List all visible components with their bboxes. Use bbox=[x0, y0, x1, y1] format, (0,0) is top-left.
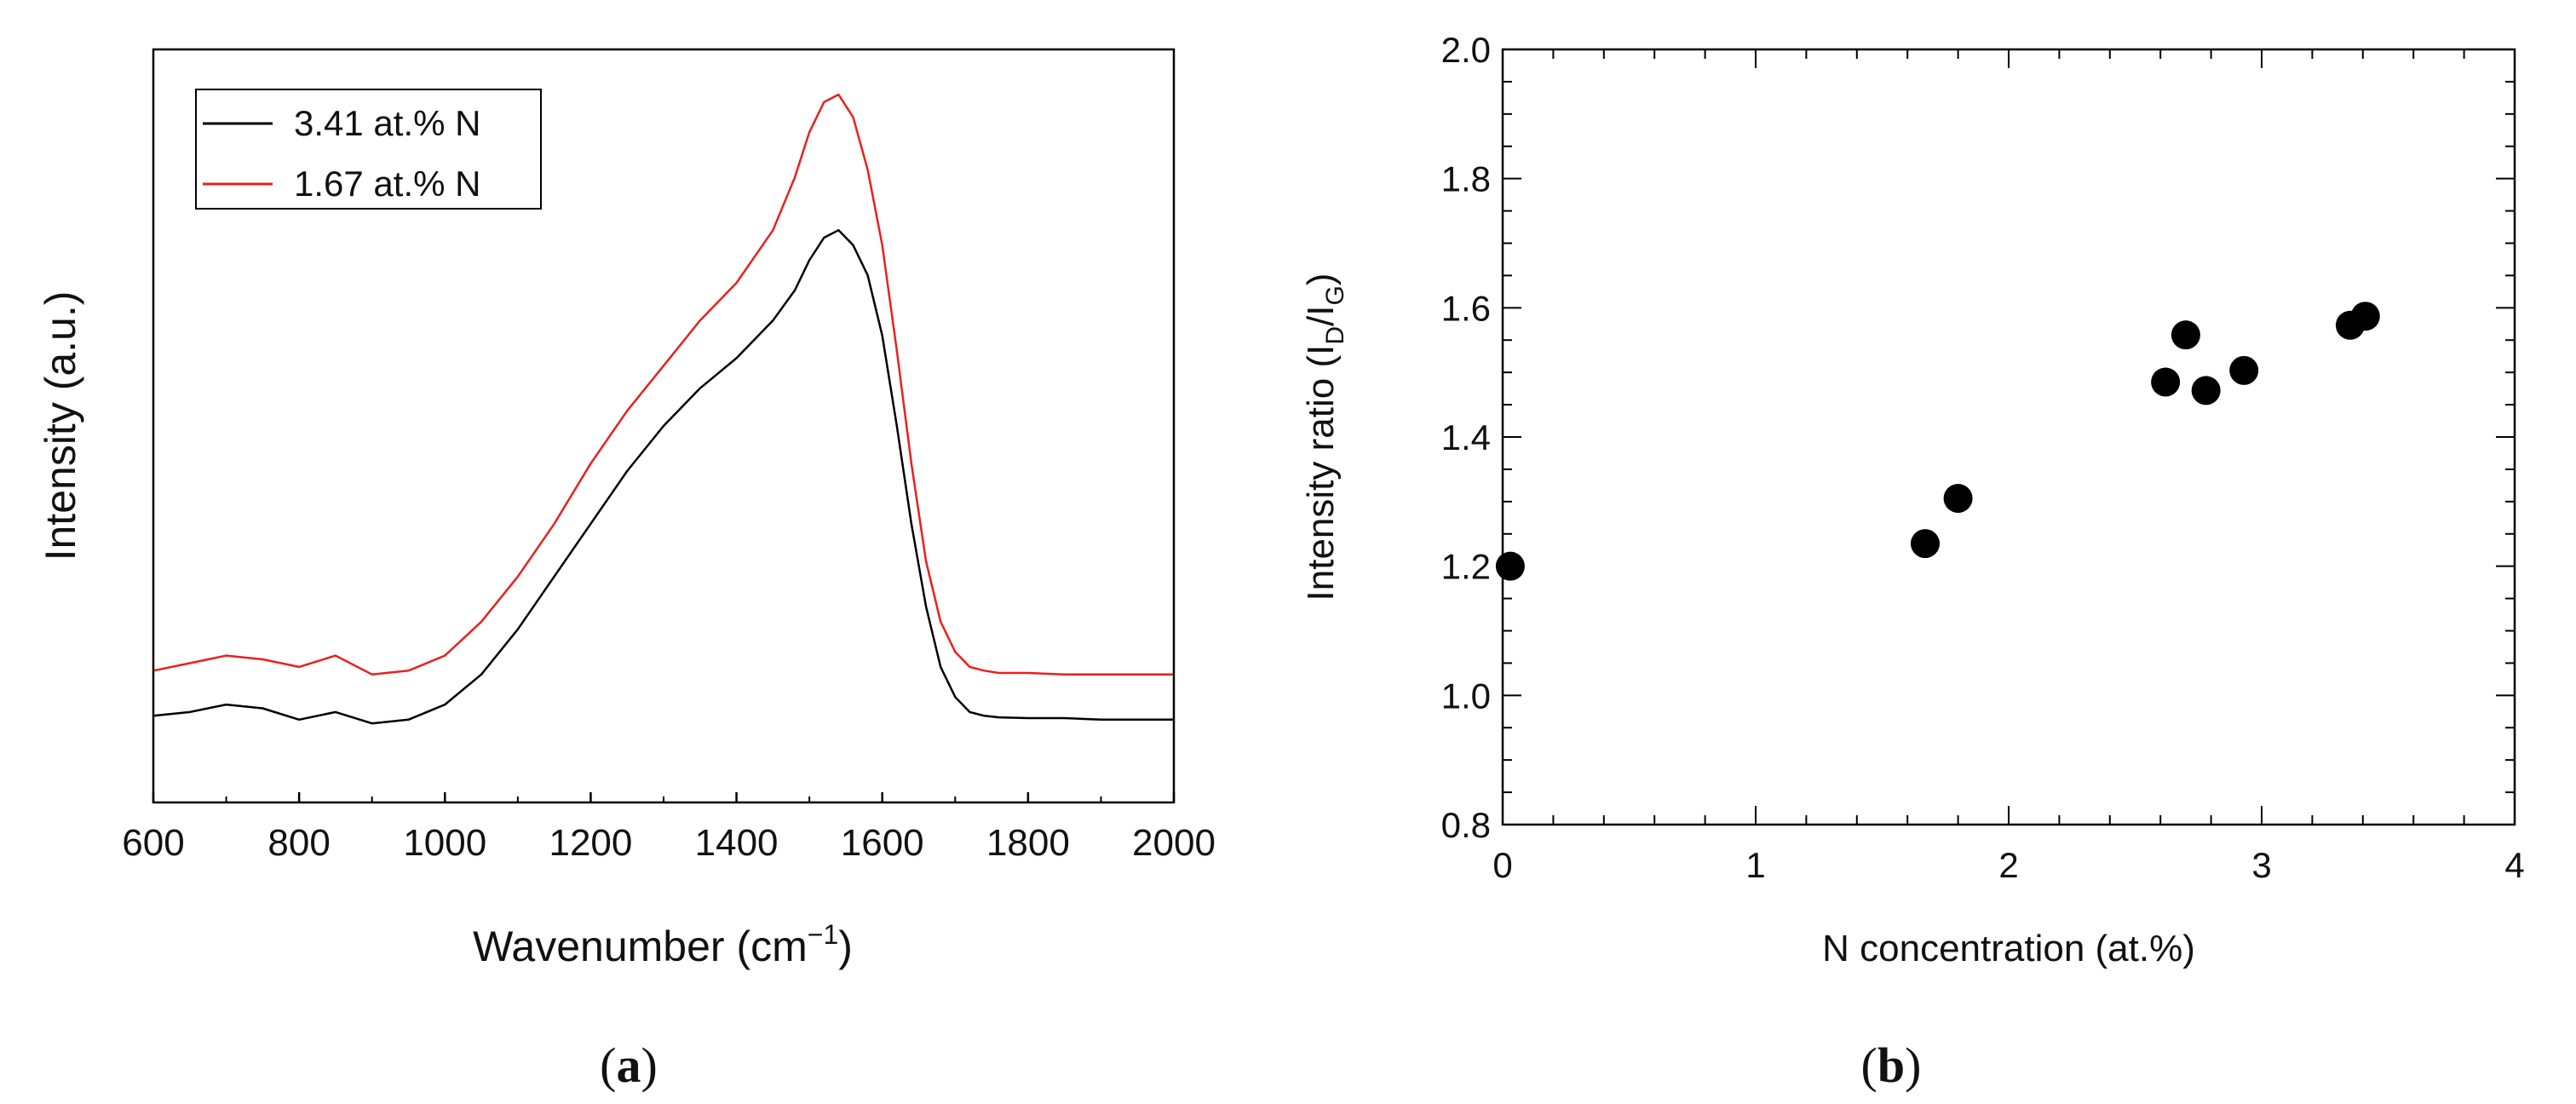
scatter-point bbox=[1910, 529, 1940, 559]
x-tick-label: 1600 bbox=[841, 822, 924, 864]
x-tick-label: 800 bbox=[267, 822, 330, 864]
scatter-point bbox=[2191, 376, 2221, 405]
panel-b-scatter: 0 1 2 3 4 0.8 1.0 1.2 1.4 1.6 1.8 2.0 N concentrati… bbox=[1300, 30, 2525, 1093]
scatter-point bbox=[2350, 302, 2380, 331]
scatter-point bbox=[1495, 551, 1525, 581]
x-tick-label: 0 bbox=[1492, 845, 1512, 885]
x-tick-label: 4 bbox=[2504, 845, 2524, 885]
panel-a-label: (a) bbox=[600, 1038, 658, 1093]
x-tick-label: 1 bbox=[1745, 845, 1765, 885]
y-tick-label: 1.4 bbox=[1441, 417, 1491, 457]
x-tick-label: 2 bbox=[1998, 845, 2018, 885]
y-tick-label: 1.0 bbox=[1441, 676, 1491, 716]
series-line-3-41-at-n bbox=[152, 228, 1174, 725]
series-line-1-67-at-n bbox=[152, 93, 1174, 676]
panel-a-spectrum: 600 800 1000 1200 1400 1600 1800 2000 3.41 at.%… bbox=[37, 48, 1216, 1093]
y-tick-label: 2.0 bbox=[1441, 30, 1491, 70]
scatter-point bbox=[2171, 320, 2200, 350]
panel-a-y-axis-title: Intensity (a.u.) bbox=[37, 291, 84, 561]
x-tick-label: 1800 bbox=[986, 822, 1070, 864]
legend-box bbox=[195, 89, 542, 210]
y-tick-label: 1.2 bbox=[1441, 547, 1491, 587]
panel-b-label: (b) bbox=[1861, 1038, 1922, 1093]
x-tick-label: 3 bbox=[2251, 845, 2271, 885]
x-tick-label: 1000 bbox=[403, 822, 486, 864]
x-tick-label: 2000 bbox=[1132, 822, 1216, 864]
x-tick-label: 1200 bbox=[549, 822, 632, 864]
legend-label-3-41: 3.41 at.% N bbox=[294, 103, 480, 143]
panel-a-x-axis-title: Wavenumber (cm−1) bbox=[473, 919, 853, 970]
scatter-point bbox=[1943, 484, 1973, 514]
panel-b-x-axis-title: N concentration (at.%) bbox=[1822, 928, 2195, 969]
panel-a-legend: 3.41 at.% N 1.67 at.% N bbox=[195, 89, 542, 210]
legend-label-1-67: 1.67 at.% N bbox=[294, 164, 480, 204]
panel-b-plot-frame bbox=[1501, 48, 2516, 826]
x-tick-label: 1400 bbox=[695, 822, 779, 864]
y-tick-label: 1.6 bbox=[1441, 288, 1491, 328]
x-tick-label: 600 bbox=[122, 822, 184, 864]
scatter-point bbox=[2151, 367, 2181, 397]
y-tick-label: 1.8 bbox=[1441, 159, 1491, 199]
y-tick-label: 0.8 bbox=[1441, 805, 1491, 845]
panel-b-y-axis-title: Intensity ratio (ID/IG) bbox=[1300, 273, 1349, 601]
scatter-point bbox=[2229, 355, 2259, 385]
